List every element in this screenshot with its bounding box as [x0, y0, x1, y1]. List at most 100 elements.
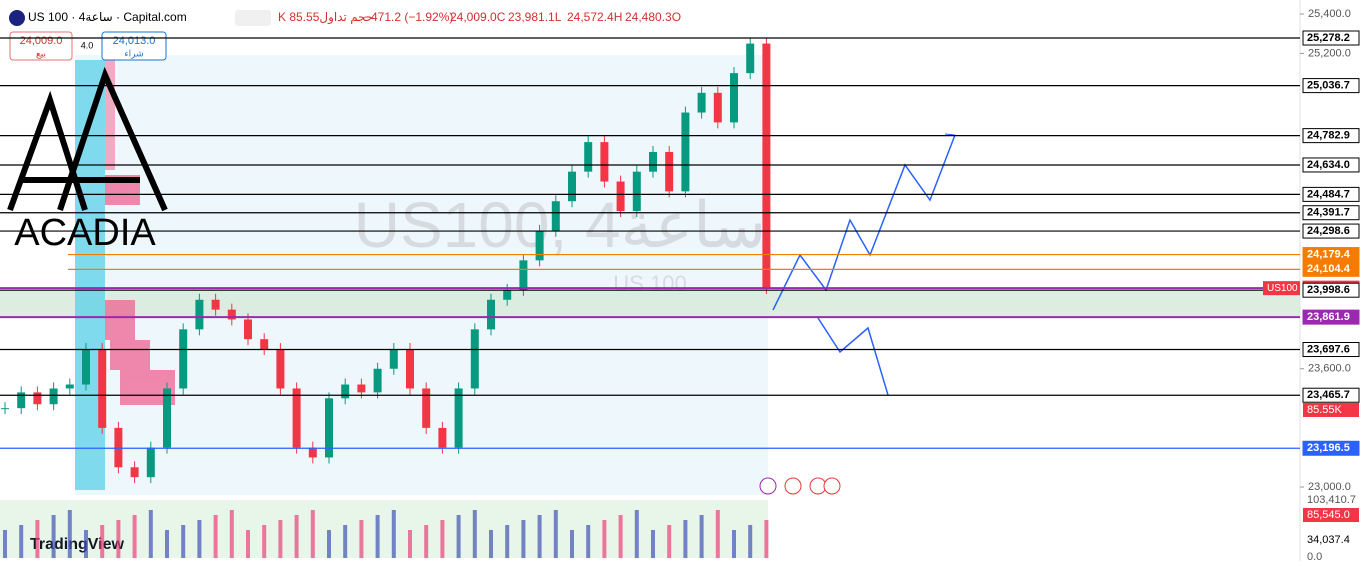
volume-bar [359, 520, 364, 558]
volume-bar [521, 520, 526, 558]
volume-bar [294, 515, 299, 558]
candle [600, 142, 609, 182]
level-label-box [1302, 261, 1360, 277]
candle [114, 427, 123, 468]
toggle[interactable] [235, 10, 271, 26]
volume-bar [408, 530, 412, 558]
candle [487, 299, 495, 330]
level-label: 24,179.4 [1307, 248, 1351, 260]
candle [244, 319, 252, 340]
volume-label-box [1303, 493, 1359, 507]
volume-bar [116, 520, 121, 558]
candle [762, 43, 771, 289]
candle [746, 43, 755, 74]
candle [730, 73, 738, 123]
candle [163, 388, 171, 448]
candle [665, 151, 674, 192]
volume-bar [51, 515, 56, 558]
arrow-head [944, 133, 956, 136]
volume-bar [586, 525, 591, 558]
volume-bar [197, 520, 202, 558]
level-label-box [1302, 223, 1360, 239]
volume-bar [262, 525, 267, 558]
volume-bar [35, 520, 40, 558]
volume-bar [165, 530, 169, 558]
candle [65, 384, 74, 389]
level-label-box [1302, 309, 1360, 325]
candle [17, 392, 26, 409]
symbol: US 100 · 4ساعة · Capital.com [28, 10, 187, 24]
volume-label-box [1303, 508, 1359, 522]
candle [519, 260, 528, 290]
candle [632, 171, 641, 212]
candle [389, 349, 398, 369]
level-label: 24,484.7 [1307, 188, 1350, 200]
volume: K 85.55حجم تداول [278, 10, 373, 25]
candle [82, 349, 90, 385]
volume-bar [375, 515, 380, 558]
candle [535, 230, 544, 261]
candle [195, 299, 204, 330]
buy-button[interactable] [101, 31, 167, 61]
candle [260, 339, 269, 350]
symbol-icon [9, 10, 25, 26]
volume-bar [213, 515, 218, 558]
level-label-box [1302, 205, 1360, 221]
level-label: 24,782.9 [1307, 130, 1350, 142]
volume-bar [699, 515, 704, 558]
candle [438, 427, 447, 448]
level-label: 24,391.7 [1307, 207, 1350, 219]
volume-bar [67, 510, 72, 558]
volume-bar [570, 530, 574, 558]
candle [470, 329, 479, 389]
volume-bar [246, 530, 250, 558]
level-label: 23,196.5 [1307, 442, 1350, 454]
candle [179, 329, 188, 389]
brand: TradingView [30, 536, 125, 553]
level-label-box [1302, 186, 1360, 202]
volume-bar [602, 520, 607, 558]
level-label-box [1302, 440, 1360, 456]
level-label-box [1302, 78, 1360, 94]
level-label-box [1302, 342, 1360, 358]
volume-bar [181, 525, 186, 558]
candle [276, 349, 285, 389]
volume-bar [327, 530, 331, 558]
candle [130, 467, 139, 478]
sell-price: 24,009.0 [20, 35, 63, 47]
volume-bar [505, 525, 510, 558]
sell-label: بيع [36, 48, 46, 58]
volume-bar [732, 530, 736, 558]
axis-tick-label: 25,200.0 [1308, 47, 1351, 59]
candle [681, 112, 690, 192]
volume-bar [148, 510, 153, 558]
candle [422, 388, 431, 428]
level-label: 23,998.6 [1307, 284, 1350, 296]
volume-label: 85,545.0 [1307, 509, 1350, 521]
candle [98, 349, 107, 428]
volume-bar [84, 530, 88, 558]
volume-label: 85.55K [1307, 404, 1343, 416]
level-label-box [1302, 282, 1360, 298]
candle [49, 388, 58, 405]
buy-label: شراء [124, 48, 143, 58]
open: 24,480.3O [625, 10, 681, 24]
candle [649, 151, 657, 172]
volume-bar [683, 520, 688, 558]
volume-label: 34,037.4 [1307, 534, 1350, 546]
volume-label: 0.0 [1307, 551, 1322, 561]
candle [373, 368, 382, 393]
sell-button[interactable] [9, 31, 73, 61]
volume-bar [764, 520, 769, 558]
watermark: US100, 4ساعة [354, 189, 766, 261]
volume-bar [472, 510, 477, 558]
level-label: 25,278.2 [1307, 32, 1350, 44]
volume-bar [618, 515, 623, 558]
range-box [75, 55, 768, 495]
volume-bar [424, 525, 429, 558]
volume-label-box [1303, 533, 1359, 547]
volume-bar [19, 525, 24, 558]
level-label: 24,634.0 [1307, 159, 1350, 171]
candle [357, 384, 366, 393]
